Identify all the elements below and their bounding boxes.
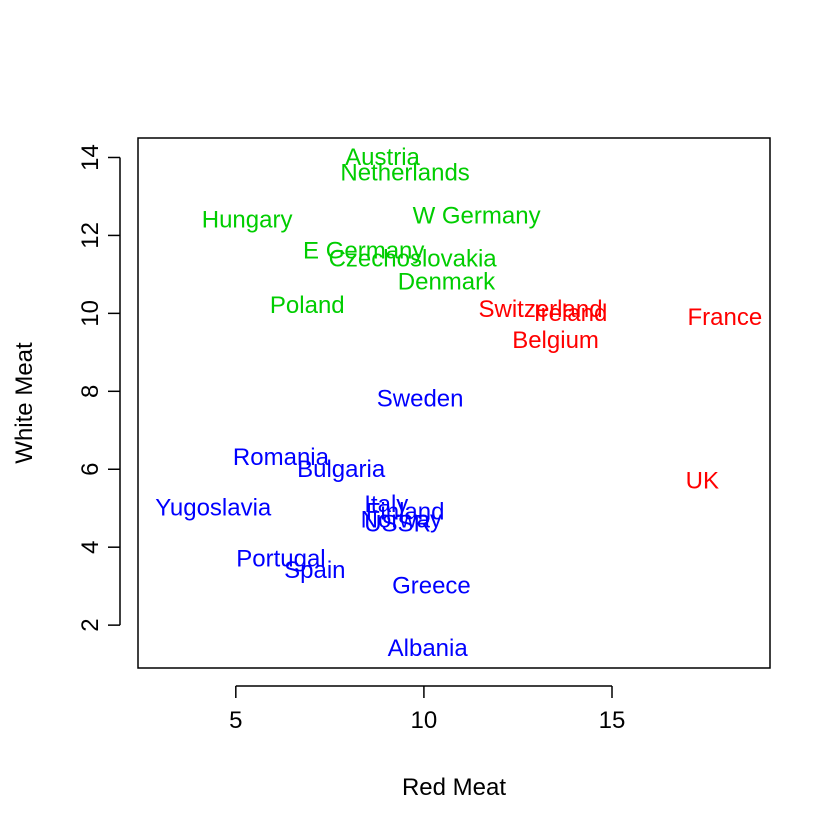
point-labels: Albania Austria Belgium Bulgaria Czechoslova…	[155, 144, 762, 662]
point-label-hungary: Hungary	[202, 206, 293, 233]
point-label-albania: Albania	[388, 635, 469, 662]
x-tick-label: 10	[411, 707, 438, 734]
point-label-czechoslovakia: Czechoslovakia	[329, 245, 498, 272]
point-label-austria: Austria	[345, 144, 420, 171]
point-label-e-germany: E Germany	[303, 238, 424, 265]
y-tick-label: 4	[77, 541, 104, 554]
y-tick-label: 12	[77, 222, 104, 249]
y-tick-label: 6	[77, 463, 104, 476]
y-tick-label: 10	[77, 300, 104, 327]
point-label-poland: Poland	[270, 292, 345, 319]
point-label-portugal: Portugal	[236, 545, 325, 572]
point-label-belgium: Belgium	[512, 327, 599, 354]
point-label-france: France	[688, 304, 763, 331]
y-axis: 2 4 6 8 10 12 14	[77, 144, 121, 632]
point-label-romania: Romania	[233, 444, 330, 471]
point-label-norway: Norway	[361, 506, 442, 533]
point-label-uk: UK	[686, 467, 719, 494]
plot-frame	[137, 137, 771, 669]
point-label-finland: Finland	[366, 499, 445, 526]
y-tick-label: 8	[77, 385, 104, 398]
point-label-italy: Italy	[364, 491, 408, 518]
x-tick-label: 15	[599, 707, 626, 734]
point-label-spain: Spain	[284, 557, 345, 584]
y-axis-label: White Meat	[11, 342, 38, 464]
x-tick-label: 5	[229, 707, 242, 734]
point-label-ireland: Ireland	[534, 300, 607, 327]
y-tick-label: 2	[77, 618, 104, 631]
point-label-bulgaria: Bulgaria	[297, 456, 386, 483]
point-label-greece: Greece	[392, 573, 471, 600]
point-label-yugoslavia: Yugoslavia	[155, 495, 272, 522]
x-axis-label: Red Meat	[402, 774, 506, 801]
point-label-denmark: Denmark	[398, 269, 496, 296]
x-axis: 5 10 15	[229, 685, 626, 734]
point-label-sweden: Sweden	[377, 386, 464, 413]
point-label-netherlands: Netherlands	[340, 160, 469, 187]
point-label-ussr: USSR	[364, 510, 431, 537]
point-label-switzerland: Switzerland	[478, 296, 602, 323]
point-label-w-germany: W Germany	[413, 202, 541, 229]
y-tick-label: 14	[77, 144, 104, 171]
